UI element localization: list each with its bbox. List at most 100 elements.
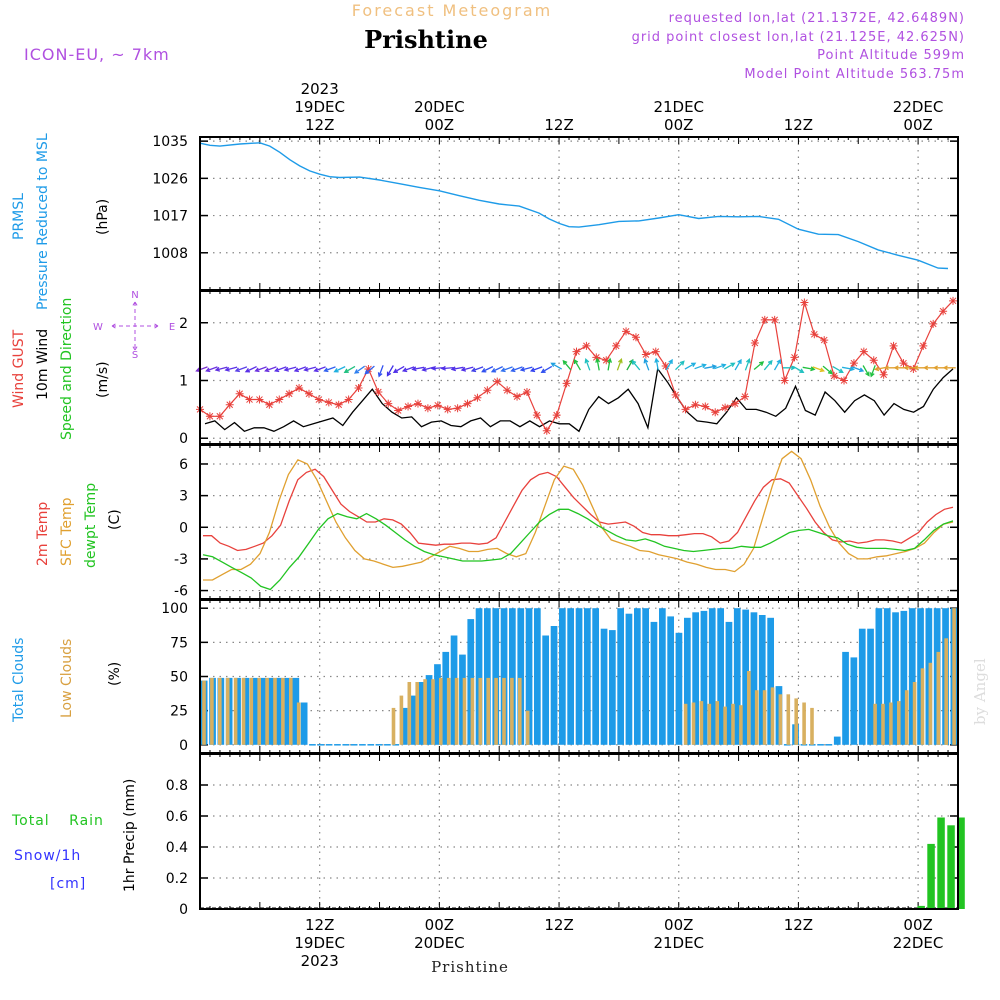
wind-gust-marker: [235, 389, 244, 398]
wind-direction-arrow: [675, 360, 685, 371]
wind-gust-marker: [304, 389, 313, 398]
y-tick-label: 0.4: [166, 840, 188, 856]
wind-direction-arrow: [293, 366, 307, 373]
total-clouds-bar: [417, 682, 425, 745]
total-clouds-bar: [733, 608, 741, 745]
total-clouds-bar: [275, 677, 283, 745]
wind-gust-marker: [849, 359, 858, 368]
model-label: ICON-EU, ~ 7km: [24, 45, 170, 64]
y-tick-label: 3: [179, 489, 188, 505]
wind-direction-arrow: [274, 366, 287, 373]
top-time-label: 19DEC: [294, 98, 345, 116]
wind-direction-arrow: [364, 365, 375, 375]
wind-gust-marker: [245, 395, 254, 404]
wind-gust-marker: [810, 330, 819, 339]
wind-direction-arrow: [753, 361, 765, 370]
wind-gust-marker: [463, 399, 472, 408]
y-tick-label: -6: [174, 584, 188, 600]
low-clouds-bar: [225, 677, 230, 745]
wind-direction-arrow: [869, 365, 876, 378]
low-clouds-bar: [731, 703, 735, 745]
wind-gust-marker: [939, 307, 948, 316]
low-clouds-bar: [897, 701, 901, 745]
low-clouds-bar: [281, 677, 285, 745]
temp2m-line: [203, 468, 954, 552]
top-time-label: 22DEC: [893, 98, 944, 116]
total-clouds-bar: [750, 612, 758, 745]
wind-direction-arrow: [822, 365, 834, 375]
low-clouds-bar: [778, 694, 783, 745]
low-clouds-bar: [510, 677, 514, 745]
low-clouds-bar: [762, 690, 767, 745]
low-clouds-bar: [691, 702, 696, 745]
low-clouds-bar: [257, 677, 261, 745]
wind-gust-line: [199, 300, 954, 432]
wind-gust-marker: [334, 400, 343, 409]
wind-gust-marker: [780, 376, 789, 385]
wind-gust-marker: [602, 356, 611, 365]
wind-direction-arrow: [643, 358, 650, 371]
total-clouds-bar: [559, 608, 566, 745]
wind-direction-arrow: [254, 366, 267, 373]
product-title: Forecast Meteogram: [352, 1, 552, 20]
bottom-time-label: 00Z: [425, 916, 454, 934]
low-clouds-bar: [454, 677, 459, 745]
wind-direction-arrow: [224, 366, 238, 372]
wind-gust-marker: [879, 370, 888, 379]
wind-gust-marker: [522, 388, 531, 397]
total-clouds-bar: [492, 608, 500, 745]
panel-pressure: PRMSL Pressure Reduced to MSL (hPa) 1008…: [11, 133, 959, 310]
total-clouds-bar: [758, 615, 766, 745]
low-clouds-bar: [502, 677, 506, 745]
wind-direction-arrow: [386, 365, 394, 377]
wind-gust-marker: [364, 364, 373, 373]
pressure-frame: [199, 136, 959, 291]
total-clouds-bar: [584, 608, 591, 745]
wind-gust-marker: [622, 327, 631, 336]
wind-direction-arrow: [460, 366, 474, 372]
temp2m-label: 2m Temp: [35, 502, 51, 566]
total-clouds-bar: [484, 608, 491, 745]
bottom-time-label: 21DEC: [653, 934, 704, 952]
y-tick-label: 100: [161, 601, 188, 617]
top-time-label: 00Z: [425, 116, 454, 134]
wind-direction-arrow: [763, 359, 773, 371]
total-clouds-bar: [900, 610, 908, 745]
wind-gust-marker: [562, 379, 571, 388]
pressure-unit-label: (hPa): [95, 199, 111, 235]
wind-speed-dir-label: Speed and Direction: [59, 298, 75, 440]
low-clouds-bar: [881, 703, 885, 745]
total-clouds-bar: [575, 608, 583, 745]
low-clouds-bar: [391, 707, 396, 745]
low-clouds-bar: [289, 677, 293, 745]
low-clouds-bar: [439, 677, 443, 745]
location-title: Prishtine: [364, 25, 488, 54]
wind-gust-marker: [552, 411, 561, 420]
compass-w: W: [93, 322, 103, 333]
wind-gust-marker: [255, 395, 264, 404]
y-tick-label: 0.2: [166, 871, 188, 887]
low-clouds-bar: [525, 710, 530, 745]
wind-direction-arrow: [333, 366, 346, 373]
rain-bar: [927, 843, 935, 909]
precip-y-ticks: 0 0.2 0.4 0.6 0.8: [166, 754, 959, 918]
low-clouds-bar: [218, 677, 222, 745]
wind-gust-marker: [701, 402, 710, 411]
wind-gust-marker: [641, 350, 650, 359]
low-clouds-bar: [723, 706, 727, 745]
wind-gust-marker: [493, 377, 502, 386]
total-clouds-bar: [284, 677, 291, 745]
wind-direction-arrow: [792, 365, 805, 373]
total-rain-label: Total Rain: [11, 813, 104, 829]
low-clouds-bar: [210, 677, 214, 745]
y-tick-label: 2: [179, 316, 188, 332]
wind-direction-arrow: [616, 358, 623, 371]
total-clouds-bar: [300, 702, 308, 745]
wind-grid: [200, 291, 958, 444]
wind-direction-arrow: [283, 366, 297, 372]
y-tick-label: 0: [179, 520, 188, 536]
panel-precip: Total Rain Snow/1h [cm] 1hr Precip (mm) …: [11, 753, 965, 918]
y-tick-label: 1: [179, 373, 188, 389]
low-clouds-bar: [470, 677, 475, 745]
compass-s: S: [132, 350, 138, 361]
